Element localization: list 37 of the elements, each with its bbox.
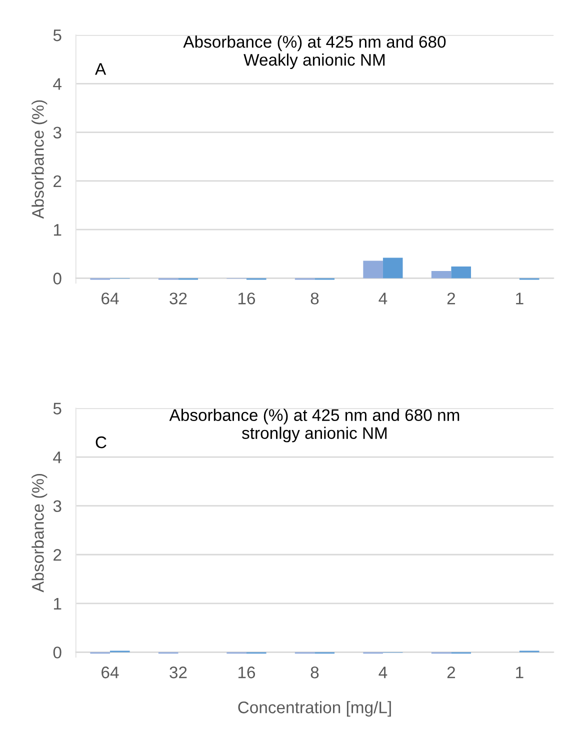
y-axis-title: Absorbance (%) (32, 100, 48, 219)
y-tick-label: 1 (54, 224, 62, 236)
y-axis-title: Absorbance (%) (32, 474, 48, 592)
x-tick-label: 1 (516, 292, 524, 304)
x-tick-label: 2 (447, 666, 456, 678)
bar (382, 258, 403, 278)
x-tick-label: 1 (516, 666, 524, 678)
y-tick-label: 1 (54, 598, 62, 610)
x-axis-title: Concentration [mg/L] (238, 701, 391, 717)
x-tick-label: 32 (170, 292, 187, 304)
y-tick-label: 2 (54, 175, 62, 187)
y-tick-label: 3 (53, 500, 62, 512)
y-tick-label: 5 (53, 30, 62, 42)
y-tick-label: 4 (53, 452, 62, 464)
y-tick-label: 2 (54, 549, 62, 561)
x-tick-label: 64 (102, 292, 119, 304)
text: Absorbance (%) at 425 nm and 680 nm stronlgy anionic NM (169, 408, 460, 442)
y-tick-label: 5 (53, 402, 62, 414)
x-tick-label: 64 (102, 666, 119, 678)
text: Absorbance (%) at 425 nm and 680 Weakly anionic NM (183, 36, 446, 70)
bar (431, 270, 452, 278)
x-tick-label: 16 (238, 666, 256, 678)
x-tick-label: 2 (447, 292, 456, 304)
x-tick-label: 32 (170, 666, 187, 678)
bar (451, 266, 471, 278)
y-tick-label: 0 (53, 272, 62, 284)
annotation: C (96, 436, 106, 448)
x-tick-label: 8 (310, 666, 319, 678)
y-tick-label: 0 (53, 646, 62, 658)
x-tick-label: 16 (238, 292, 256, 304)
annotation: A (95, 63, 106, 75)
y-tick-label: 4 (53, 78, 62, 90)
bar (363, 260, 383, 278)
y-tick-label: 3 (53, 126, 62, 139)
x-tick-label: 4 (378, 666, 388, 678)
x-tick-label: 4 (378, 292, 388, 304)
x-tick-label: 8 (310, 292, 319, 304)
